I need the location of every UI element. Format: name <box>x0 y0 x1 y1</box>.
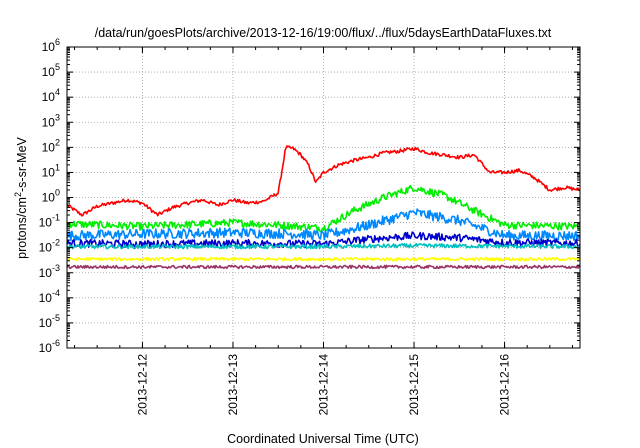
y-tick-label: 101 <box>42 162 60 179</box>
y-tick-label: 10-1 <box>39 213 60 230</box>
y-tick-base: 10 <box>42 90 56 104</box>
y-tick-exponent: 0 <box>55 188 60 198</box>
y-axis-label-superscript: 2 <box>13 192 23 197</box>
y-tick-exponent: 5 <box>55 62 60 72</box>
y-tick-label: 104 <box>42 87 60 104</box>
x-tick-label: 2013-12-16 <box>498 354 512 416</box>
y-tick-label: 10-3 <box>39 263 60 280</box>
chart-title: /data/run/goesPlots/archive/2013-12-16/1… <box>95 26 552 40</box>
y-tick-base: 10 <box>42 165 56 179</box>
y-tick-base: 10 <box>39 291 53 305</box>
y-tick-base: 10 <box>39 241 53 255</box>
y-tick-exponent: 1 <box>55 162 60 172</box>
y-tick-base: 10 <box>42 65 56 79</box>
y-tick-exponent: 4 <box>55 87 60 97</box>
y-tick-exponent: 2 <box>55 137 60 147</box>
y-tick-label: 10-4 <box>39 288 60 305</box>
y-tick-base: 10 <box>42 191 56 205</box>
y-tick-base: 10 <box>39 216 53 230</box>
series-line-3 <box>66 208 581 242</box>
series-group <box>66 145 581 270</box>
y-tick-base: 10 <box>42 115 56 129</box>
x-tick-label: 2013-12-12 <box>135 354 149 416</box>
series-line-1 <box>66 145 581 217</box>
y-tick-exponent: -1 <box>52 213 60 223</box>
y-tick-exponent: -5 <box>52 313 60 323</box>
y-tick-exponent: 6 <box>55 37 60 47</box>
series-line-4 <box>66 231 581 249</box>
y-tick-exponent: -3 <box>52 263 60 273</box>
x-axis-label: Coordinated Universal Time (UTC) <box>227 432 419 446</box>
x-tick-label: 2013-12-13 <box>226 354 240 416</box>
y-axis-label: protons/cm2-s-sr-MeV <box>13 136 29 258</box>
x-axis: 2013-12-12 2013-12-13 2013-12-14 2013-12-15… <box>74 47 573 416</box>
y-tick-label: 105 <box>42 62 60 79</box>
y-tick-base: 10 <box>39 266 53 280</box>
y-tick-label: 106 <box>42 37 60 54</box>
y-tick-label: 100 <box>42 188 60 205</box>
series-line-7 <box>66 264 581 270</box>
y-tick-exponent: -4 <box>52 288 60 298</box>
y-tick-base: 10 <box>39 316 53 330</box>
y-tick-label: 10-5 <box>39 313 60 330</box>
grid <box>67 47 580 348</box>
y-tick-exponent: -6 <box>52 338 60 348</box>
series-line-5 <box>66 242 581 250</box>
y-axis: 10610510410310210110010-110-210-310-410-… <box>39 37 580 355</box>
y-axis-label-rest: -s-sr-MeV <box>15 136 29 192</box>
y-tick-label: 10-6 <box>39 338 60 355</box>
y-tick-label: 102 <box>42 137 60 154</box>
y-tick-exponent: -2 <box>52 238 60 248</box>
y-tick-base: 10 <box>42 140 56 154</box>
y-axis-label-main: protons/cm <box>15 197 29 259</box>
x-tick-label: 2013-12-14 <box>317 354 331 416</box>
x-tick-label: 2013-12-15 <box>407 354 421 416</box>
y-tick-base: 10 <box>42 40 56 54</box>
series-line-2 <box>66 184 581 233</box>
y-tick-label: 10-2 <box>39 238 60 255</box>
y-tick-exponent: 3 <box>55 112 60 122</box>
y-tick-base: 10 <box>39 341 53 355</box>
series-line-6 <box>66 256 581 262</box>
y-tick-label: 103 <box>42 112 60 129</box>
